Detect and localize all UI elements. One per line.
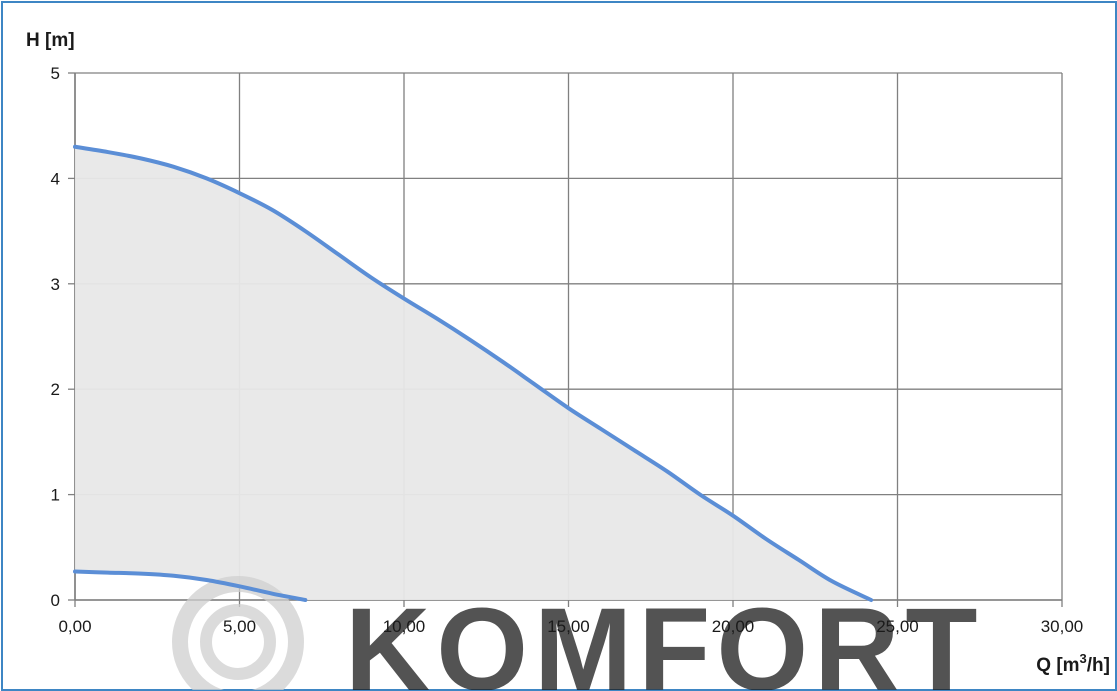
x-tick-label: 10,00 bbox=[383, 617, 426, 636]
y-tick-label: 0 bbox=[51, 591, 60, 610]
x-axis-title: Q [m3/h] bbox=[1036, 651, 1110, 676]
y-tick-label: 4 bbox=[51, 169, 60, 188]
y-axis-title: H [m] bbox=[26, 30, 75, 51]
x-tick-label: 30,00 bbox=[1041, 617, 1084, 636]
x-tick-label: 20,00 bbox=[712, 617, 755, 636]
y-tick-label: 1 bbox=[51, 486, 60, 505]
x-tick-label: 5,00 bbox=[223, 617, 256, 636]
x-tick-label: 25,00 bbox=[876, 617, 919, 636]
y-tick-label: 2 bbox=[51, 380, 60, 399]
y-tick-label: 5 bbox=[51, 64, 60, 83]
watermark-text: KOMFORT bbox=[345, 584, 983, 690]
area-layer bbox=[75, 147, 871, 600]
x-tick-label: 0,00 bbox=[58, 617, 91, 636]
operating-area bbox=[75, 147, 871, 600]
x-tick-label: 15,00 bbox=[547, 617, 590, 636]
y-tick-label: 3 bbox=[51, 275, 60, 294]
